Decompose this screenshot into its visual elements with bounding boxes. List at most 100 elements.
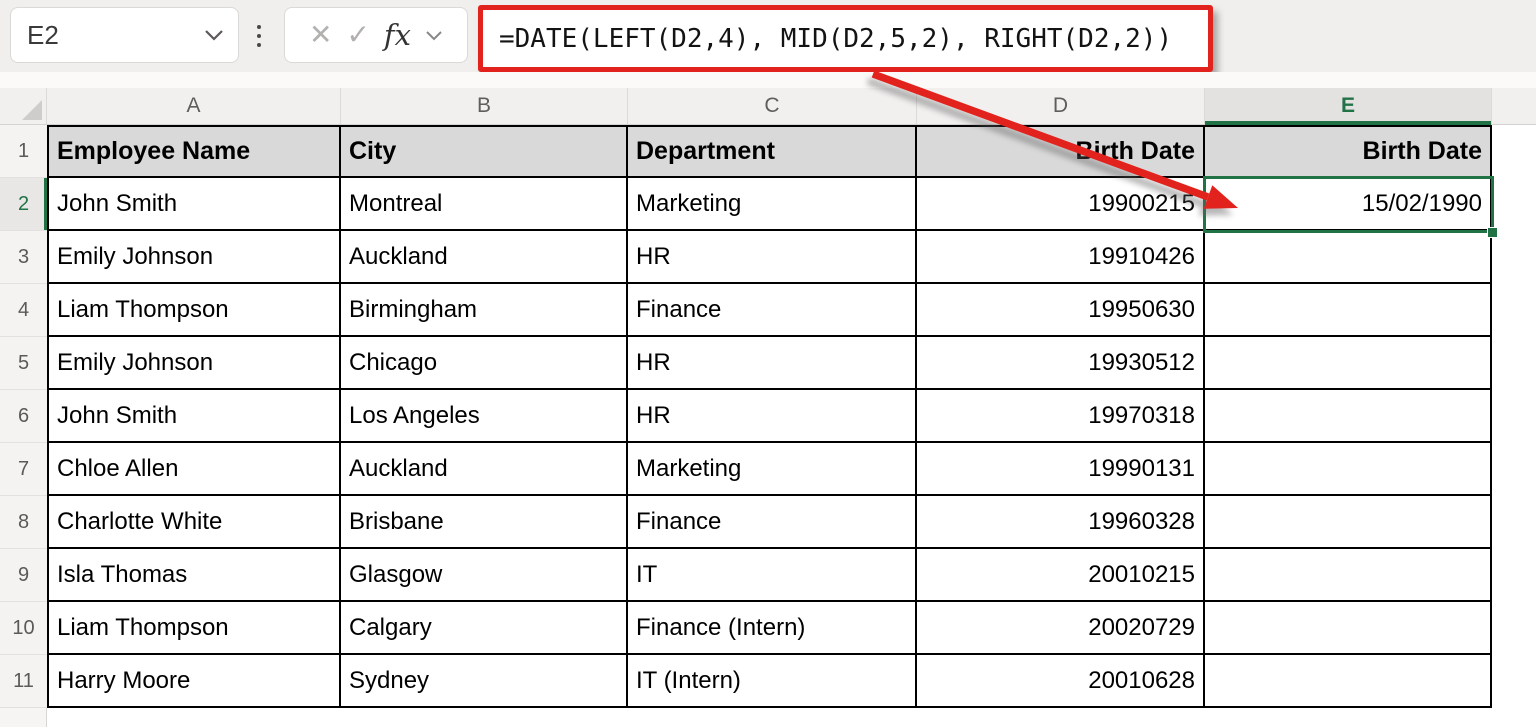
cell-A11[interactable]: Harry Moore <box>47 655 341 708</box>
cell-C1[interactable]: Department <box>628 125 917 178</box>
cell-B10[interactable]: Calgary <box>341 602 628 655</box>
cell-C6[interactable]: HR <box>628 390 917 443</box>
cell-A6[interactable]: John Smith <box>47 390 341 443</box>
cell-B11[interactable]: Sydney <box>341 655 628 708</box>
chrome-divider <box>0 72 1536 88</box>
cell-A7[interactable]: Chloe Allen <box>47 443 341 496</box>
column-header-E[interactable]: E <box>1205 88 1492 125</box>
formula-input[interactable]: =DATE(LEFT(D2,4), MID(D2,5,2), RIGHT(D2,… <box>499 23 1173 54</box>
table-row-4: 4 Liam Thompson Birmingham Finance 19950630 <box>0 284 1536 337</box>
table-row-11: 11 Harry Moore Sydney IT (Intern) 20010628 <box>0 655 1536 708</box>
table-row-5: 5 Emily Johnson Chicago HR 19930512 <box>0 337 1536 390</box>
chevron-down-icon[interactable] <box>204 29 224 41</box>
name-box-value: E2 <box>27 19 59 50</box>
cell-D8[interactable]: 19960328 <box>917 496 1205 549</box>
cell-B7[interactable]: Auckland <box>341 443 628 496</box>
row-header-9[interactable]: 9 <box>0 549 47 602</box>
row-header-5[interactable]: 5 <box>0 337 47 390</box>
grid-body: 1 Employee Name City Department Birth Date Bi… <box>0 125 1536 708</box>
cell-C11[interactable]: IT (Intern) <box>628 655 917 708</box>
cell-D5[interactable]: 19930512 <box>917 337 1205 390</box>
table-row-8: 8 Charlotte White Brisbane Finance 19960328 <box>0 496 1536 549</box>
cell-C8[interactable]: Finance <box>628 496 917 549</box>
formula-bar: E2 ✕ ✓ fx =DATE(LEFT(D2,4), MID(D2,5,2),… <box>0 0 1536 72</box>
cell-E10[interactable] <box>1205 602 1492 655</box>
cell-D9[interactable]: 20010215 <box>917 549 1205 602</box>
column-header-B[interactable]: B <box>341 88 628 124</box>
row-header-filler <box>0 708 47 727</box>
cell-A2[interactable]: John Smith <box>47 178 341 231</box>
cell-B8[interactable]: Brisbane <box>341 496 628 549</box>
cell-C7[interactable]: Marketing <box>628 443 917 496</box>
cell-C10[interactable]: Finance (Intern) <box>628 602 917 655</box>
table-row-1: 1 Employee Name City Department Birth Date Bi… <box>0 125 1536 178</box>
select-all-button[interactable] <box>0 88 47 124</box>
cell-A9[interactable]: Isla Thomas <box>47 549 341 602</box>
cell-D2[interactable]: 19900215 <box>917 178 1205 231</box>
cell-C2[interactable]: Marketing <box>628 178 917 231</box>
cell-D10[interactable]: 20020729 <box>917 602 1205 655</box>
cell-E3[interactable] <box>1205 231 1492 284</box>
cell-A3[interactable]: Emily Johnson <box>47 231 341 284</box>
cell-C9[interactable]: IT <box>628 549 917 602</box>
cell-B3[interactable]: Auckland <box>341 231 628 284</box>
cell-D6[interactable]: 19970318 <box>917 390 1205 443</box>
cell-B1[interactable]: City <box>341 125 628 178</box>
column-header-A[interactable]: A <box>47 88 341 124</box>
cell-D7[interactable]: 19990131 <box>917 443 1205 496</box>
cell-A10[interactable]: Liam Thompson <box>47 602 341 655</box>
cell-E4[interactable] <box>1205 284 1492 337</box>
column-header-D[interactable]: D <box>917 88 1205 124</box>
cell-E7[interactable] <box>1205 443 1492 496</box>
fill-handle[interactable] <box>1487 227 1498 238</box>
table-row-3: 3 Emily Johnson Auckland HR 19910426 <box>0 231 1536 284</box>
row-header-4[interactable]: 4 <box>0 284 47 337</box>
cell-D1[interactable]: Birth Date <box>917 125 1205 178</box>
cell-A4[interactable]: Liam Thompson <box>47 284 341 337</box>
row-header-3[interactable]: 3 <box>0 231 47 284</box>
cell-E9[interactable] <box>1205 549 1492 602</box>
cancel-icon[interactable]: ✕ <box>308 19 333 50</box>
table-row-10: 10 Liam Thompson Calgary Finance (Intern) 20… <box>0 602 1536 655</box>
cell-B9[interactable]: Glasgow <box>341 549 628 602</box>
cell-E6[interactable] <box>1205 390 1492 443</box>
row-header-7[interactable]: 7 <box>0 443 47 496</box>
table-row-2: 2 John Smith Montreal Marketing 19900215 15/0… <box>0 178 1536 231</box>
cell-E2[interactable]: 15/02/1990 <box>1205 178 1492 231</box>
cell-B2[interactable]: Montreal <box>341 178 628 231</box>
row-header-8[interactable]: 8 <box>0 496 47 549</box>
cell-A1[interactable]: Employee Name <box>47 125 341 178</box>
row-header-10[interactable]: 10 <box>0 602 47 655</box>
cell-E1[interactable]: Birth Date <box>1205 125 1492 178</box>
cell-E5[interactable] <box>1205 337 1492 390</box>
cell-C4[interactable]: Finance <box>628 284 917 337</box>
cell-D11[interactable]: 20010628 <box>917 655 1205 708</box>
cell-D4[interactable]: 19950630 <box>917 284 1205 337</box>
name-box[interactable]: E2 <box>10 7 239 63</box>
cell-B4[interactable]: Birmingham <box>341 284 628 337</box>
cell-A8[interactable]: Charlotte White <box>47 496 341 549</box>
enter-icon[interactable]: ✓ <box>346 19 370 50</box>
row-header-11[interactable]: 11 <box>0 655 47 708</box>
cell-E8[interactable] <box>1205 496 1492 549</box>
select-all-icon <box>22 100 42 120</box>
cell-B6[interactable]: Los Angeles <box>341 390 628 443</box>
row-header-1[interactable]: 1 <box>0 125 47 178</box>
drag-grip-icon[interactable] <box>252 0 266 72</box>
cell-E11[interactable] <box>1205 655 1492 708</box>
cell-A5[interactable]: Emily Johnson <box>47 337 341 390</box>
cell-B5[interactable]: Chicago <box>341 337 628 390</box>
cell-C3[interactable]: HR <box>628 231 917 284</box>
row-header-6[interactable]: 6 <box>0 390 47 443</box>
cell-C5[interactable]: HR <box>628 337 917 390</box>
formula-highlight-annotation: =DATE(LEFT(D2,4), MID(D2,5,2), RIGHT(D2,… <box>478 5 1213 72</box>
column-header-C[interactable]: C <box>628 88 917 124</box>
table-row-6: 6 John Smith Los Angeles HR 19970318 <box>0 390 1536 443</box>
chevron-down-icon[interactable] <box>425 30 443 41</box>
insert-function-icon[interactable]: fx <box>383 17 411 52</box>
table-row-9: 9 Isla Thomas Glasgow IT 20010215 <box>0 549 1536 602</box>
row-header-2[interactable]: 2 <box>0 178 47 231</box>
cell-D3[interactable]: 19910426 <box>917 231 1205 284</box>
